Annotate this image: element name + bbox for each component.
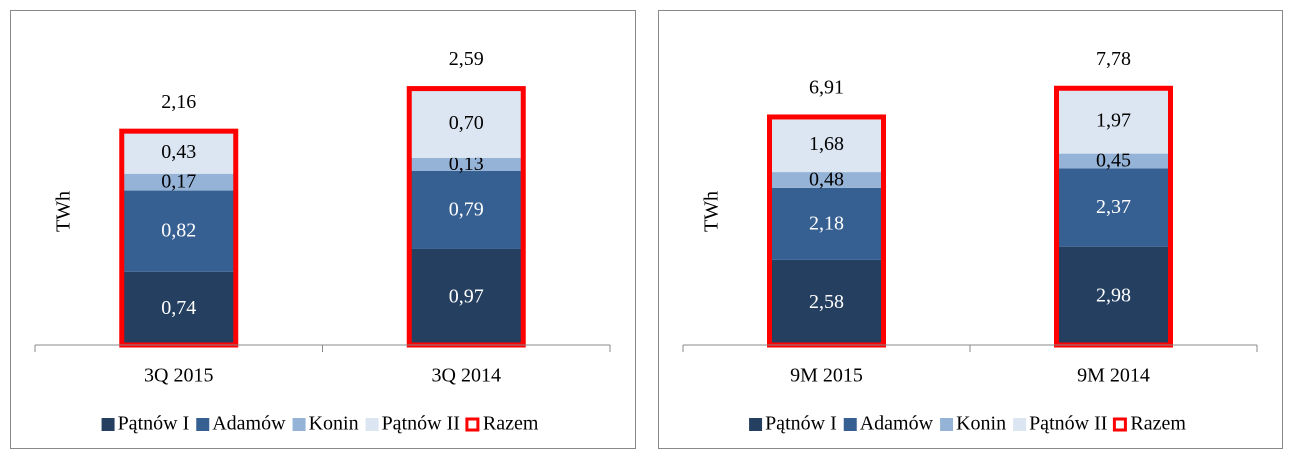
value-label: 1,97 bbox=[1096, 110, 1131, 132]
legend-label: Adamów bbox=[860, 413, 934, 435]
legend-swatch bbox=[365, 418, 379, 431]
x-tick-label: 9M 2014 bbox=[1077, 365, 1150, 387]
value-label: 0,45 bbox=[1096, 150, 1131, 172]
bar-segment bbox=[1058, 88, 1169, 154]
x-tick-label: 3Q 2015 bbox=[144, 365, 213, 387]
value-label: 0,97 bbox=[449, 286, 484, 308]
total-label: 6,91 bbox=[809, 77, 844, 99]
y-axis-label: TWh bbox=[53, 191, 75, 232]
legend-swatch bbox=[292, 418, 306, 431]
legend-swatch bbox=[843, 418, 857, 431]
value-label: 1,68 bbox=[809, 133, 844, 155]
legend-swatch bbox=[1013, 418, 1027, 431]
legend-label: Pątnów II bbox=[382, 413, 460, 435]
legend-label: Adamów bbox=[212, 413, 286, 435]
legend-label: Pątnów I bbox=[118, 413, 190, 435]
bar-segment bbox=[1058, 168, 1169, 247]
bar-segment bbox=[123, 271, 234, 345]
legend-label: Pątnów II bbox=[1029, 413, 1107, 435]
value-label: 0,79 bbox=[449, 198, 484, 220]
bar-segment bbox=[1058, 246, 1169, 345]
value-label: 2,98 bbox=[1096, 284, 1131, 306]
bar-segment bbox=[411, 248, 522, 345]
value-label: 0,48 bbox=[809, 169, 844, 191]
bar-segment bbox=[123, 190, 234, 272]
legend-swatch bbox=[196, 418, 210, 431]
value-label: 0,17 bbox=[161, 171, 196, 193]
value-label: 0,43 bbox=[161, 141, 196, 163]
legend-swatch bbox=[465, 417, 480, 432]
x-tick-label: 3Q 2014 bbox=[432, 365, 501, 387]
value-label: 0,74 bbox=[161, 297, 196, 319]
bar-segment bbox=[771, 116, 882, 173]
bar-segment bbox=[411, 88, 522, 158]
bar-segment bbox=[411, 170, 522, 249]
legend-label: Konin bbox=[309, 413, 359, 435]
x-tick-label: 9M 2015 bbox=[790, 365, 863, 387]
legend-label: Razem bbox=[483, 413, 539, 435]
legend-swatch bbox=[940, 418, 954, 431]
value-label: 0,70 bbox=[449, 112, 484, 134]
total-label: 2,59 bbox=[449, 48, 484, 70]
bar-segment bbox=[411, 157, 522, 171]
panel bbox=[10, 10, 636, 449]
panel bbox=[658, 10, 1283, 449]
value-label: 0,82 bbox=[161, 220, 196, 242]
bar-segment bbox=[771, 187, 882, 260]
bar-segment bbox=[771, 259, 882, 345]
legend-label: Konin bbox=[956, 413, 1006, 435]
legend-swatch bbox=[1112, 417, 1127, 432]
value-label: 0,13 bbox=[449, 153, 484, 175]
legend-label: Razem bbox=[1130, 413, 1186, 435]
value-label: 2,18 bbox=[809, 212, 844, 234]
y-axis-label: TWh bbox=[701, 191, 723, 232]
legend-label: Pątnów I bbox=[765, 413, 837, 435]
value-label: 2,37 bbox=[1096, 196, 1131, 218]
legend-swatch bbox=[101, 418, 115, 431]
total-label: 7,78 bbox=[1096, 48, 1131, 70]
value-label: 2,58 bbox=[809, 291, 844, 313]
bar-segment bbox=[771, 172, 882, 188]
total-label: 2,16 bbox=[161, 91, 196, 113]
bar-segment bbox=[123, 131, 234, 174]
bar-segment bbox=[123, 173, 234, 191]
legend-swatch bbox=[749, 418, 763, 431]
bar-segment bbox=[1058, 153, 1169, 169]
